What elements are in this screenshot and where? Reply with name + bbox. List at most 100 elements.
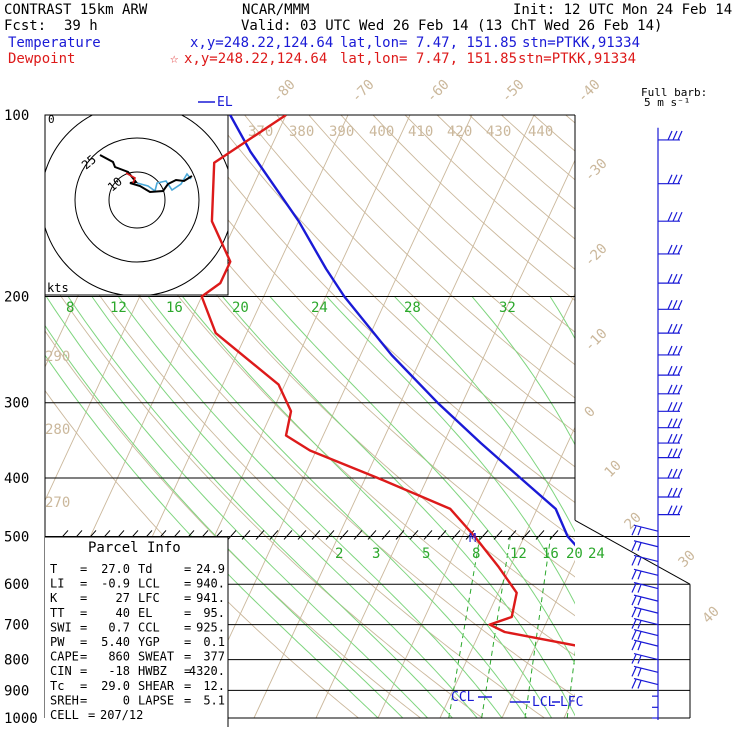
isotherm-label: -70: [349, 77, 378, 106]
mixing-ratio-label-lower: 2: [335, 546, 343, 562]
wind-barb: [632, 619, 658, 629]
mixing-ratio-label-lower: 12: [510, 546, 527, 562]
parcel-row-value2: 95.: [203, 606, 225, 620]
wind-barb: [658, 506, 682, 515]
wind-barb: [658, 434, 682, 443]
wind-barb-flag: [668, 245, 672, 254]
freezing-hatch: [494, 530, 502, 539]
freezing-hatch: [228, 530, 236, 539]
init-time: Init: 12 UTC Mon 24 Feb 14: [513, 2, 732, 18]
mixing-ratio-label-lower: 20: [566, 546, 583, 562]
wind-barb-flag: [673, 385, 677, 394]
mixing-ratio-label-upper: 16: [166, 300, 183, 316]
pressure-tick-label: 800: [4, 653, 29, 669]
sounding-curves: [202, 115, 670, 718]
wind-barb: [658, 346, 682, 355]
parcel-row-value: 27.0: [101, 562, 130, 576]
wind-barb-shaft: [634, 679, 658, 685]
wind-barb-flag: [678, 300, 682, 309]
isotherm-label: 30: [676, 548, 699, 571]
parcel-row-value: 5.40: [101, 635, 130, 649]
dry-adiabat-line: [309, 115, 740, 718]
wind-barb-flag: [668, 346, 672, 355]
parcel-row-key2: YGP: [138, 635, 160, 649]
wind-barb: [658, 366, 682, 375]
parcel-row-eq2: =: [184, 635, 191, 649]
temperature-legend-latlon: lat,lon= 7.47, 151.85: [340, 35, 517, 51]
wind-barb-flag: [673, 419, 677, 428]
wind-barb-flag: [638, 668, 641, 676]
isotherm-label: -60: [424, 77, 453, 106]
freezing-hatch: [452, 530, 460, 539]
parcel-row-key: SREH: [50, 693, 79, 707]
parcel-row-key2: SWEAT: [138, 650, 174, 664]
pressure-tick-label: 500: [4, 529, 29, 545]
mixing-ratio-label-lower: 5: [422, 546, 430, 562]
mixing-ratio-label-upper: 32: [499, 300, 516, 316]
freezing-hatch: [242, 530, 250, 539]
parcel-row-eq: =: [80, 635, 87, 649]
wind-barb-flag: [673, 469, 677, 478]
dry-adiabat-line: [502, 115, 740, 718]
parcel-cell-key: CELL: [50, 708, 79, 722]
mixing-ratio-label-upper: 24: [311, 300, 328, 316]
freezing-hatch: [480, 530, 488, 539]
dry-adiabat-line: [277, 115, 740, 718]
wind-barb-shaft: [634, 541, 658, 547]
parcel-row-key: TT: [50, 606, 64, 620]
wind-barb-flag: [638, 632, 641, 640]
wind-barb-shaft: [634, 640, 658, 646]
wind-barb-flag: [668, 469, 672, 478]
wind-barb-flag: [673, 274, 677, 283]
wind-barb-shaft: [634, 607, 658, 613]
freezing-hatch: [382, 530, 390, 539]
wind-barb: [658, 212, 682, 221]
wind-barb: [658, 274, 682, 283]
freezing-hatch: [508, 530, 516, 539]
wind-barb-flag: [678, 324, 682, 333]
wind-barb: [658, 385, 682, 394]
theta-label: 270: [45, 495, 70, 511]
freezing-hatch: [536, 530, 544, 539]
wind-barb-flag: [673, 300, 677, 309]
hodograph-units: kts: [47, 281, 69, 295]
barb-units: 5 m s⁻¹: [644, 96, 690, 109]
wind-barb-shaft: [634, 555, 658, 561]
wind-barb-flag: [638, 585, 641, 593]
mixing-ratio-label-lower: 16: [542, 546, 559, 562]
parcel-row-eq2: =: [184, 606, 191, 620]
isotherm-label: 40: [700, 604, 723, 627]
parcel-row-key: K: [50, 591, 58, 605]
wind-barb-flag: [632, 667, 636, 676]
wind-barb: [658, 402, 682, 411]
parcel-row-key2: LAPSE: [138, 693, 174, 707]
ccl-marker-label: CCL: [451, 690, 475, 705]
wind-barb-flag: [678, 385, 682, 394]
parcel-info-title: Parcel Info: [88, 540, 181, 556]
wind-barb-flag: [632, 608, 636, 617]
theta-label: 410: [408, 124, 433, 140]
isotherm-label: -10: [582, 326, 611, 355]
wind-barb-flag: [673, 245, 677, 254]
dewpoint-legend-station: stn=PTKK,91334: [518, 51, 636, 67]
wind-barb: [658, 469, 682, 478]
freezing-hatch: [256, 530, 264, 539]
wind-barb-flag: [673, 346, 677, 355]
wind-barb-flag: [668, 434, 672, 443]
isotherm-line: [626, 115, 740, 718]
dewpoint-legend-xy: x,y=248.22,124.64: [184, 51, 327, 67]
freezing-hatch: [368, 530, 376, 539]
wind-barb: [658, 175, 682, 184]
temperature-legend-label: Temperature: [8, 35, 101, 51]
org-label: NCAR/MMM: [242, 2, 309, 18]
wind-barb-flag: [678, 419, 682, 428]
parcel-row-value2: 0.1: [203, 635, 225, 649]
isotherm-line: [378, 115, 658, 718]
wind-barb: [658, 449, 682, 458]
pressure-tick-label: 200: [4, 290, 29, 306]
wind-barb-flag: [673, 175, 677, 184]
isotherm-line: [688, 115, 740, 718]
wind-barb-flag: [632, 680, 636, 689]
